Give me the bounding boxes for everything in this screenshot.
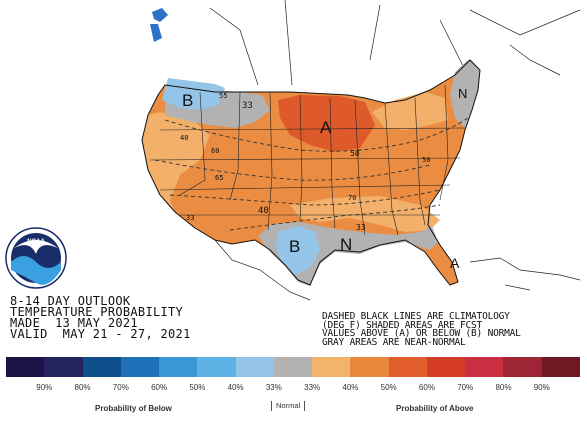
legend-spacer <box>6 383 25 395</box>
legend-swatch <box>312 357 351 377</box>
note-line: VALUES ABOVE (A) OR BELOW (B) NORMAL <box>322 328 521 340</box>
legend-label: 40% <box>342 383 359 392</box>
legend-swatch <box>6 357 45 377</box>
above-50-core <box>278 95 375 152</box>
below-northwest <box>162 78 225 110</box>
label-b-northwest: B <box>182 91 193 110</box>
noaa-logo: NOAA <box>5 227 67 289</box>
legend-label: 70% <box>457 383 474 392</box>
map-notes: DASHED BLACK LINES ARE CLIMATOLOGY (DEG … <box>322 311 584 348</box>
note-line: DASHED BLACK LINES ARE CLIMATOLOGY <box>322 311 510 322</box>
legend-label: 33% <box>304 383 321 392</box>
climatology-lines <box>154 117 469 231</box>
near-normal-northeast <box>450 60 480 128</box>
label-b-texas: B <box>289 237 300 256</box>
noaa-logo-text: NOAA <box>27 239 45 245</box>
title-line: TEMPERATURE PROBABILITY <box>10 305 184 319</box>
title-line: VALID MAY 21 - 27, 2021 <box>10 327 191 341</box>
label-n-northeast: N <box>458 86 467 101</box>
contour-label: 50 <box>422 156 430 164</box>
legend-swatch <box>503 357 542 377</box>
contour-label: 33 <box>356 223 366 232</box>
label-a-southeast: A <box>450 255 460 271</box>
contour-label: 70 <box>348 194 356 202</box>
legend-swatch <box>350 357 389 377</box>
coast-fragment <box>150 24 162 42</box>
legend-swatch <box>235 357 274 377</box>
mexico-caribbean <box>214 239 581 301</box>
contour-label: 33 <box>186 214 194 222</box>
contour-label: 40 <box>180 134 188 142</box>
contour-label: 50 <box>350 149 360 158</box>
legend-label: 80% <box>74 383 91 392</box>
legend-swatch <box>44 357 83 377</box>
legend-label: 90% <box>533 383 550 392</box>
above-40-band-northeast <box>372 92 448 130</box>
coast-fragment <box>152 8 168 22</box>
contour-label: 65 <box>215 174 223 182</box>
legend-label: 50% <box>189 383 206 392</box>
us-outline <box>141 59 481 286</box>
below-texas <box>276 226 320 275</box>
label-n-gulf: N <box>340 235 352 254</box>
legend-label: 60% <box>151 383 168 392</box>
above-caption: Probability of Above <box>396 404 474 413</box>
above-40-band-west <box>142 112 210 212</box>
legend-label: 60% <box>418 383 435 392</box>
legend-swatch <box>197 357 236 377</box>
outlook-title: 8-14 DAY OUTLOOK TEMPERATURE PROBABILITY… <box>10 294 191 341</box>
legend-label: 33% <box>265 383 282 392</box>
legend-label: 40% <box>227 383 244 392</box>
title-line: MADE 13 MAY 2021 <box>10 316 138 330</box>
legend-swatch <box>120 357 160 377</box>
note-line: GRAY AREAS ARE NEAR-NORMAL <box>322 336 466 348</box>
legend-swatch <box>426 357 466 377</box>
legend-spacer <box>561 383 580 395</box>
contour-label: 33 <box>242 101 253 111</box>
legend-swatch <box>465 357 504 377</box>
below-caption: Probability of Below <box>95 404 172 413</box>
probability-color-bar <box>6 357 580 377</box>
legend-swatch <box>541 357 580 377</box>
legend-swatch <box>82 357 121 377</box>
legend-swatch <box>388 357 427 377</box>
probability-labels: 90% 80% 70% 60% 50% 40% 33% 33% 40% 50% 60% 70% 80% 9… <box>6 383 580 395</box>
contour-label: 55 <box>219 92 227 100</box>
normal-caption: Normal <box>271 401 306 411</box>
contour-label: 60 <box>211 147 219 155</box>
legend-swatch <box>273 357 313 377</box>
legend-label: 90% <box>36 383 53 392</box>
note-line: (DEG F) SHADED AREAS ARE FCST <box>322 319 483 331</box>
title-line: 8-14 DAY OUTLOOK <box>10 294 131 308</box>
label-a-north: A <box>320 118 332 137</box>
contour-label: 40 <box>258 206 269 216</box>
legend-label: 50% <box>380 383 397 392</box>
legend-label: 80% <box>495 383 512 392</box>
legend-swatch <box>159 357 198 377</box>
legend-label: 70% <box>112 383 129 392</box>
